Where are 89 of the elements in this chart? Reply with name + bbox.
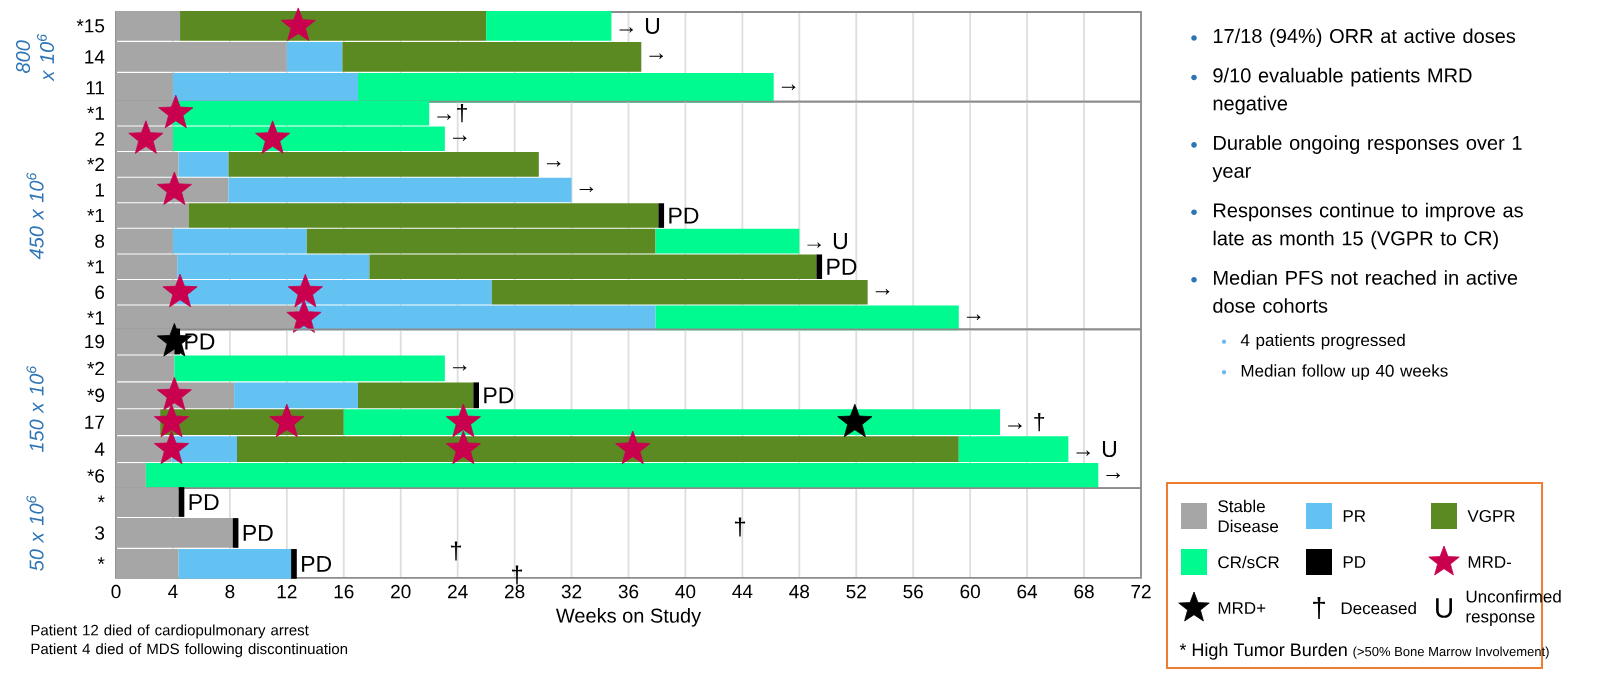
legend-label: VGPR [1467, 510, 1515, 523]
annotation: † [450, 541, 462, 561]
text: Deceased [1341, 601, 1416, 615]
annotation: † [734, 517, 746, 537]
text: Patient 12 died of cardiopulmonary arrest [31, 624, 309, 639]
y-tick-label: 6 [95, 285, 105, 300]
y-tick-label: 8 [95, 234, 105, 248]
y-tick-label: 4 [94, 442, 105, 456]
legend-label: PD [1343, 556, 1366, 568]
y-axis-title: 800 x 10$^{6}$ [15, 34, 55, 82]
data-label: → U [807, 233, 847, 250]
x-tick-label: 72 [1131, 584, 1151, 599]
data-label: PD [243, 525, 273, 541]
annotation: † [511, 565, 523, 585]
x-tick-label: 0 [111, 584, 121, 599]
data-label: → U [619, 17, 660, 34]
data-label: →† [437, 104, 467, 123]
y-tick-label: *1 [87, 209, 104, 223]
text: Durable ongoing responses over 1 year [1212, 135, 1522, 182]
x-tick-label: 68 [1074, 584, 1094, 599]
text: U [1436, 598, 1452, 618]
y-tick-label: *15 [76, 19, 105, 33]
x-tick-label: 8 [225, 584, 235, 599]
text: 4 patients progressed [1240, 333, 1405, 350]
x-tick-label: 20 [391, 584, 411, 599]
legend-label: MRD+ [1218, 602, 1266, 614]
legend-label: MRD- [1468, 556, 1512, 568]
x-tick-label: 16 [334, 584, 354, 599]
y-tick-label: 14 [85, 50, 105, 64]
y-tick-label: 1 [95, 183, 104, 197]
text: 17/18 (94%) ORR at active doses [1213, 28, 1516, 48]
y-tick-label: 17 [85, 415, 104, 429]
text: Median PFS not reached in active dose cohorts [1213, 270, 1518, 313]
text: † [1313, 596, 1325, 620]
legend-label: CR/sCR [1218, 555, 1279, 569]
x-tick-label: 12 [277, 584, 297, 599]
x-tick-label: 4 [168, 584, 178, 598]
data-label: → [579, 186, 594, 193]
y-axis-title: 150 x 10$^{6}$ [26, 365, 44, 453]
text: Responses continue to improve as late as month 15 (VGPR to CR) [1213, 202, 1523, 250]
x-tick-label: 40 [675, 584, 696, 599]
data-label: → [1106, 472, 1120, 479]
data-label: → [875, 289, 890, 295]
data-label: → † [1008, 413, 1045, 432]
x-tick-label: 60 [960, 584, 980, 599]
data-label: → [452, 365, 467, 371]
y-tick-label: *2 [87, 361, 104, 376]
data-label: PD [189, 494, 219, 510]
y-tick-label: 2 [95, 132, 104, 146]
y-tick-label: 11 [86, 81, 104, 95]
y-tick-label: *1 [87, 260, 104, 274]
legend-label: Stable Disease [1218, 499, 1279, 533]
x-tick-label: 28 [504, 584, 525, 599]
y-tick-label: *1 [87, 311, 104, 325]
x-tick-label: 36 [618, 584, 639, 599]
legend-label: PR [1343, 510, 1366, 522]
data-label: PD [302, 555, 332, 572]
text: 9/10 evaluable patients MRD negative [1213, 67, 1472, 115]
data-label: PD [827, 258, 857, 275]
x-tick-label: 52 [846, 584, 866, 599]
data-label: → [966, 314, 981, 321]
y-tick-label: *1 [87, 106, 104, 120]
data-label: → [781, 84, 796, 90]
y-tick-label: *2 [87, 157, 104, 172]
x-axis-title: Weeks on Study [555, 608, 702, 627]
y-tick-label: 3 [95, 526, 105, 540]
data-label: → [546, 161, 561, 167]
y-tick-label: 19 [85, 334, 105, 349]
x-tick-label: 56 [903, 584, 923, 599]
data-label: → [649, 53, 663, 59]
data-label: PD [484, 387, 514, 404]
y-axis-title: 450 x 10$^{6}$ [26, 172, 44, 260]
y-tick-label: *6 [87, 469, 105, 483]
data-label: PD [669, 207, 699, 224]
text: * High Tumor Burden [1179, 642, 1347, 660]
x-tick-label: 48 [789, 584, 810, 599]
y-tick-label: * [97, 495, 105, 503]
text: Median follow up 40 weeks [1241, 364, 1448, 381]
text: Patient 4 died of MDS following discontinuation [31, 643, 348, 658]
x-tick-label: 44 [732, 584, 753, 598]
x-tick-label: 32 [561, 584, 582, 599]
data-label: → [452, 135, 467, 141]
x-tick-label: 64 [1017, 584, 1038, 599]
x-tick-label: 24 [448, 584, 468, 599]
data-label: PD [185, 333, 215, 350]
data-label: → U [1076, 441, 1116, 458]
y-axis-title: 50 x 10$^{6}$ [26, 495, 44, 571]
y-tick-label: *9 [87, 388, 105, 403]
y-tick-label: * [97, 557, 105, 565]
